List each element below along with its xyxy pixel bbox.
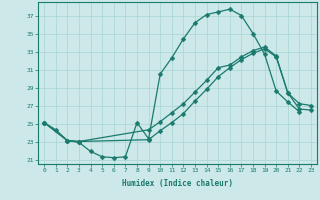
X-axis label: Humidex (Indice chaleur): Humidex (Indice chaleur): [122, 179, 233, 188]
